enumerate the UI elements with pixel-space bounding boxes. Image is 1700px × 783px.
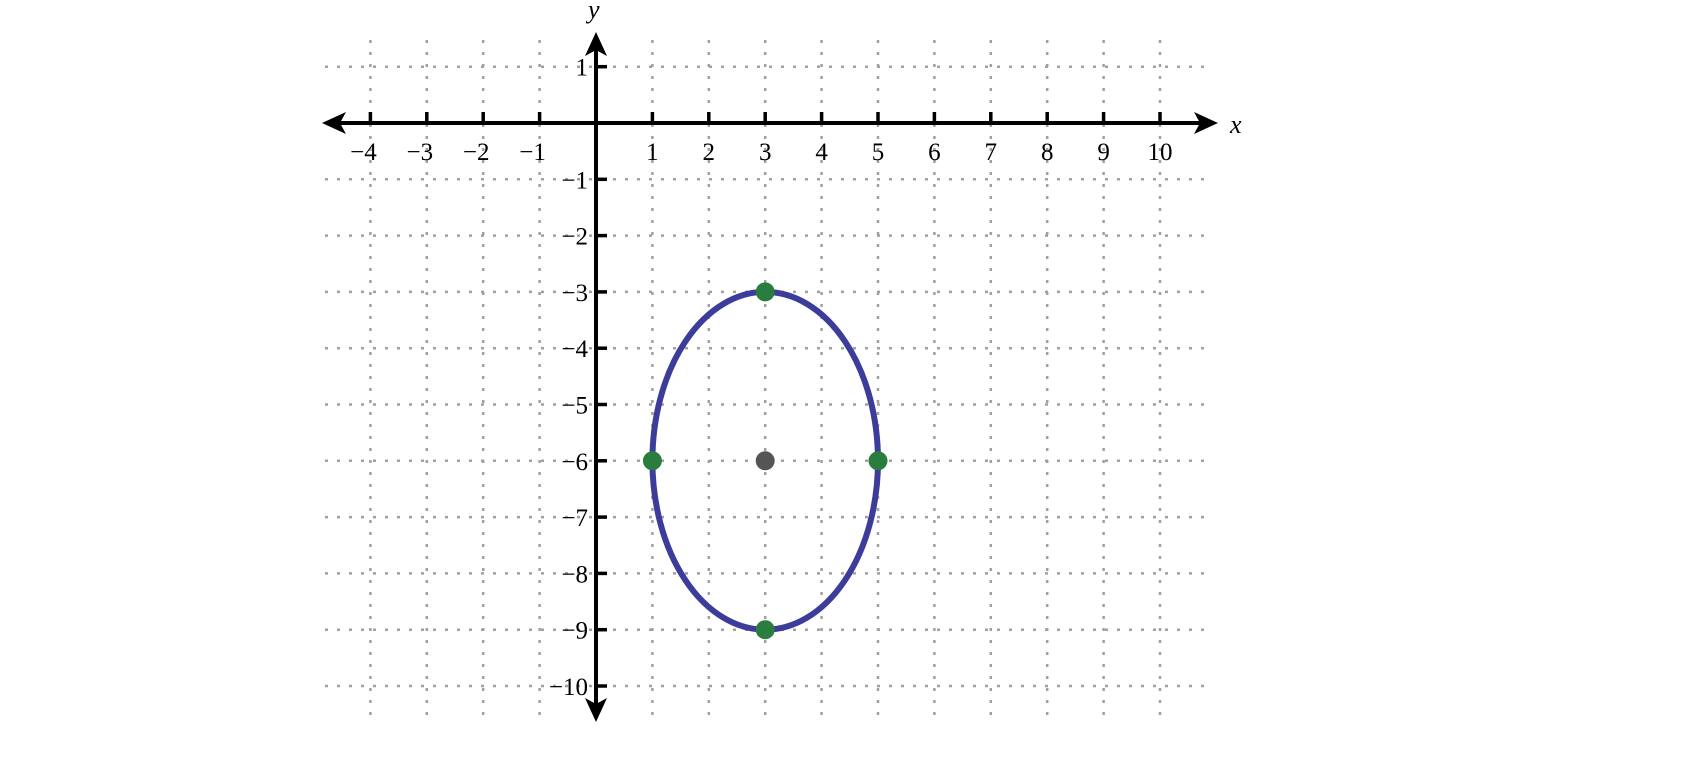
x-tick-label: 8	[1041, 139, 1054, 166]
vertex-point	[755, 282, 775, 302]
x-tick-label: 1	[646, 139, 659, 166]
axes	[322, 32, 1218, 722]
x-tick-label: 9	[1097, 139, 1110, 166]
x-tick-label: 6	[928, 139, 941, 166]
vertex-point	[868, 451, 888, 471]
x-tick-label: 2	[703, 139, 716, 166]
x-tick-label: 10	[1148, 139, 1173, 166]
x-axis-left-arrow	[322, 112, 346, 134]
x-tick-label: −3	[406, 139, 433, 166]
ticks: −4 −3 −2 −1 1 2 3 4 5 6 7 8 9 10 1 −1 −2 −3 −4 −5 −6 −7 −8 −9 −1…	[350, 55, 1172, 701]
x-axis-right-arrow	[1194, 112, 1218, 134]
y-tick-label: −3	[561, 280, 588, 307]
vertex-point	[642, 451, 662, 471]
plot-area	[642, 282, 888, 640]
x-tick-label: −1	[519, 139, 546, 166]
x-axis-label: x	[1229, 110, 1242, 139]
y-tick-label: −6	[561, 449, 588, 476]
y-tick-label: −10	[549, 674, 588, 701]
y-tick-label: −2	[561, 224, 588, 251]
y-tick-label: −5	[561, 393, 588, 420]
y-axis-label: y	[585, 0, 600, 24]
x-tick-label: 3	[759, 139, 772, 166]
x-tick-label: 5	[872, 139, 885, 166]
x-tick-label: 7	[985, 139, 998, 166]
y-tick-label: −7	[561, 505, 588, 532]
x-tick-label: −2	[463, 139, 490, 166]
y-axis-top-arrow	[585, 32, 607, 56]
vertex-point	[755, 620, 775, 640]
x-tick-label: 4	[815, 139, 828, 166]
y-tick-label: 1	[576, 55, 589, 82]
center-point	[755, 451, 775, 471]
grid	[325, 40, 1205, 720]
y-tick-label: −9	[561, 618, 588, 645]
y-tick-label: −8	[561, 561, 588, 588]
y-axis-bottom-arrow	[585, 698, 607, 722]
x-tick-label: −4	[350, 139, 377, 166]
y-tick-label: −4	[561, 336, 588, 363]
y-tick-label: −1	[561, 167, 588, 194]
